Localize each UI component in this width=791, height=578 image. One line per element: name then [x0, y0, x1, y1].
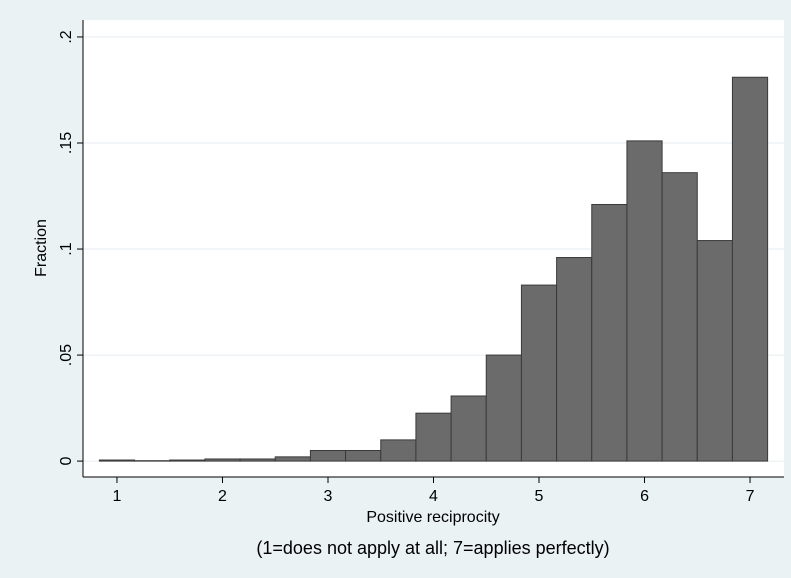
x-axis-subtitle: (1=does not apply at all; 7=applies perf… [256, 538, 609, 558]
x-tick-label: 4 [429, 488, 438, 505]
y-axis-title: Fraction [33, 219, 50, 277]
bar [626, 140, 663, 462]
x-tick-label: 6 [640, 488, 649, 505]
bar [696, 240, 733, 462]
bar [380, 439, 417, 462]
bar [274, 456, 311, 462]
y-tick-label: .2 [58, 30, 75, 43]
bar [98, 459, 136, 462]
y-tick-label: .1 [58, 242, 75, 255]
bar [204, 458, 241, 462]
y-tick-label: 0 [58, 457, 75, 466]
bar [661, 172, 698, 462]
bar [731, 76, 769, 462]
bar [450, 395, 487, 462]
x-tick-label: 1 [113, 488, 122, 505]
x-tick-label: 5 [535, 488, 544, 505]
bar [520, 284, 558, 462]
x-axis-title: Positive reciprocity [366, 509, 499, 526]
y-tick-label: .05 [58, 344, 75, 366]
bar [415, 412, 452, 462]
bar [169, 459, 206, 462]
y-tick-label: .15 [58, 132, 75, 154]
bar [485, 354, 522, 462]
x-tick-label: 7 [746, 488, 755, 505]
bar [345, 449, 382, 462]
x-tick-label: 3 [324, 488, 333, 505]
bar [556, 257, 593, 462]
x-tick-label: 2 [218, 488, 227, 505]
bar [591, 203, 628, 462]
bar [239, 458, 276, 462]
bar [309, 449, 347, 462]
